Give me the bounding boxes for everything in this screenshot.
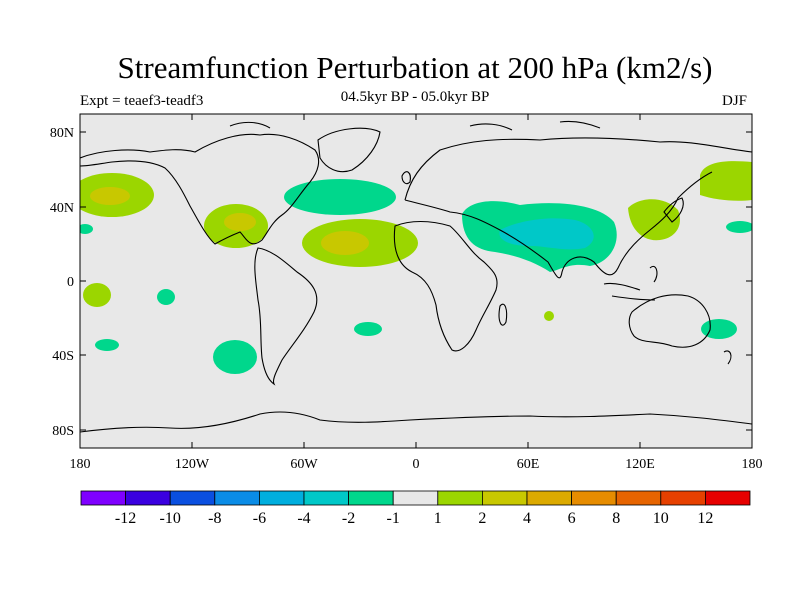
- lon-label: 120E: [625, 457, 655, 472]
- colorbar-swatch: [169, 490, 216, 506]
- coast-australia: [628, 294, 711, 348]
- lon-label: 60E: [517, 457, 540, 472]
- lon-label: 0: [413, 457, 420, 472]
- coast-greenland: [317, 127, 381, 173]
- anomaly-north-atlantic: [284, 179, 396, 215]
- anomaly-gulf-of-mexico-core: [224, 213, 256, 231]
- colorbar-label: -2: [342, 510, 355, 527]
- anomaly-northwest-pacific: [700, 161, 752, 201]
- lon-label: 180: [70, 457, 91, 472]
- colorbar-swatch: [80, 490, 126, 506]
- coast-europe-asia: [404, 137, 752, 279]
- colorbar-swatch: [481, 490, 528, 506]
- coast-new-zealand: [723, 350, 732, 365]
- colorbar-labels: -12 -10 -8 -6 -4 -2 -1 1 2 4 6 8 10 12: [115, 510, 713, 527]
- coast-japan: [663, 197, 684, 223]
- anomaly-patch: [726, 221, 752, 233]
- colorbar-swatch: [615, 490, 662, 506]
- anomaly-patch: [83, 283, 111, 307]
- map-background: [80, 114, 752, 448]
- anomaly-east-asia: [628, 199, 680, 241]
- coast-indonesia: [603, 265, 658, 301]
- colorbar-swatch: [437, 490, 483, 506]
- coastlines: [80, 120, 752, 433]
- colorbar-label: -8: [208, 510, 221, 527]
- lat-label: 0: [67, 275, 74, 290]
- anomaly-central-atlantic-core: [321, 231, 369, 255]
- colorbar-label: 2: [478, 510, 486, 527]
- anomaly-patch: [80, 224, 93, 234]
- colorbar: [80, 490, 751, 506]
- anomaly-patch: [544, 311, 554, 321]
- colorbar-label: 1: [434, 510, 442, 527]
- coast-madagascar: [498, 303, 508, 326]
- anomaly-patch: [354, 322, 382, 336]
- anomaly-asia-core: [499, 218, 594, 250]
- colorbar-swatch: [571, 490, 617, 506]
- colorbar-swatch: [258, 490, 305, 506]
- colorbar-label: -6: [253, 510, 266, 527]
- lon-label: 120W: [175, 457, 210, 472]
- lon-labels: 180 120W 60W 0 60E 120E 180: [70, 457, 763, 472]
- season-label: DJF: [722, 93, 748, 109]
- lat-ticks: [80, 131, 752, 431]
- lon-ticks: [191, 114, 641, 448]
- anomaly-south-pacific: [213, 340, 257, 374]
- colorbar-label: 12: [697, 510, 713, 527]
- lat-label: 80S: [52, 424, 74, 439]
- colorbar-label: -12: [115, 510, 136, 527]
- experiment-label: Expt = teaef3-teadf3: [80, 93, 204, 109]
- lat-label: 40S: [52, 349, 74, 364]
- colorbar-label: -4: [297, 510, 310, 527]
- coast-uk: [401, 171, 411, 185]
- colorbar-label: 6: [568, 510, 576, 527]
- lat-labels: 80N 40N 0 40S 80S: [50, 126, 74, 439]
- coast-antarctica: [80, 411, 752, 433]
- coast-africa: [393, 220, 498, 352]
- period-label: 04.5kyr BP - 05.0kyr BP: [340, 89, 490, 105]
- colorbar-label: 4: [523, 510, 531, 527]
- lon-label: 60W: [290, 457, 318, 472]
- colorbar-swatch: [214, 490, 260, 506]
- colorbar-swatch: [660, 490, 706, 506]
- plot-title: Streamfunction Perturbation at 200 hPa (…: [117, 50, 713, 85]
- lat-label: 80N: [50, 126, 74, 141]
- colorbar-label: 10: [653, 510, 669, 527]
- colorbar-swatch: [125, 490, 171, 506]
- coast-north-america: [80, 133, 320, 245]
- colorbar-swatch: [303, 490, 349, 506]
- colorbar-swatch: [705, 490, 751, 506]
- anomaly-patch: [157, 289, 175, 305]
- lon-label: 180: [742, 457, 763, 472]
- coast-south-america: [254, 247, 318, 386]
- colorbar-label: -1: [387, 510, 400, 527]
- colorbar-swatch: [526, 490, 572, 506]
- lat-label: 40N: [50, 201, 74, 216]
- colorbar-label: -10: [160, 510, 181, 527]
- colorbar-swatch: [348, 490, 394, 506]
- anomaly-north-pacific-core: [90, 187, 130, 205]
- anomaly-patch: [95, 339, 119, 351]
- coast-arctic-islands: [229, 120, 601, 131]
- colorbar-swatch: [392, 490, 439, 506]
- anomaly-layer: [80, 161, 752, 374]
- colorbar-label: 8: [612, 510, 620, 527]
